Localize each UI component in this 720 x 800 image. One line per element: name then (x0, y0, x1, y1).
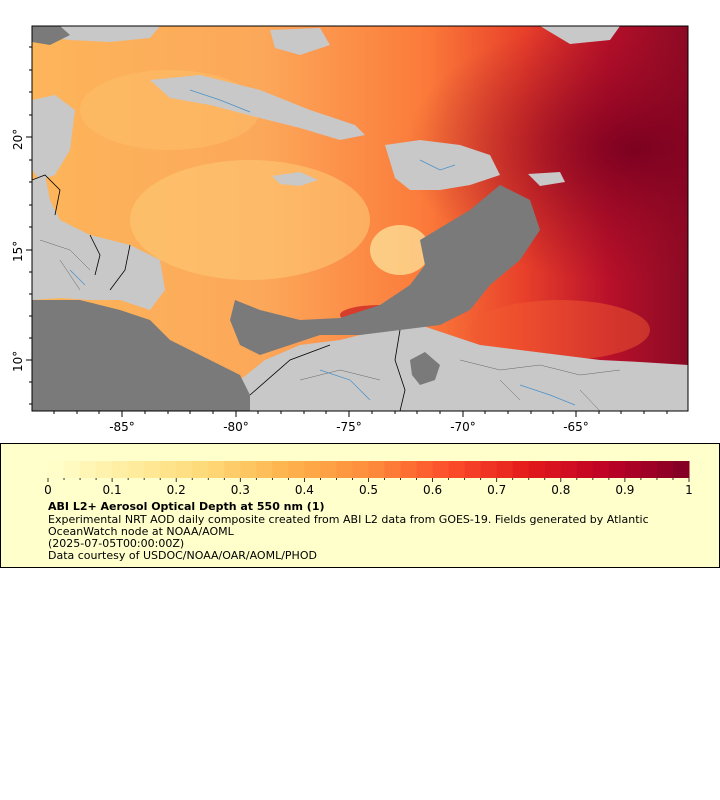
colorbar-tick-label: 0.6 (423, 483, 442, 497)
lat-label-20: 20° (11, 129, 25, 150)
map-plot-area (32, 26, 688, 411)
colorbar-tick-label: 1 (685, 483, 693, 497)
colorbar-swatch (432, 461, 450, 478)
colorbar-swatch (288, 461, 305, 478)
lon-label-85: -85° (109, 420, 135, 434)
colorbar-tick-label: 0.4 (295, 483, 314, 497)
colorbar-swatch (592, 461, 610, 478)
colorbar-swatch (336, 461, 353, 478)
land-jamaica (272, 172, 318, 186)
colorbar-swatch (64, 461, 81, 478)
rivers (69, 89, 576, 406)
colorbar-swatch (128, 461, 145, 478)
colorbar-swatch (416, 461, 434, 478)
colorbar-swatch (640, 461, 658, 478)
legend-credit: Data courtesy of USDOC/NOAA/OAR/AOML/PHO… (48, 549, 317, 562)
colorbar-swatches (48, 461, 690, 478)
colorbar-tick-label: 0.5 (359, 483, 378, 497)
colorbar-swatch (384, 461, 402, 478)
colorbar-swatch (608, 461, 626, 478)
lon-ticks (53, 411, 668, 417)
colorbar-swatch (160, 461, 177, 478)
land-cuba (150, 75, 365, 140)
colorbar-swatch (96, 461, 113, 478)
colorbar-swatch (176, 461, 193, 478)
colorbar-swatch (144, 461, 161, 478)
colorbar-swatch (464, 461, 482, 478)
lat-label-10: 10° (11, 351, 25, 372)
lon-label-65: -65° (563, 420, 589, 434)
colorbar-swatch (560, 461, 578, 478)
colorbar-swatch (320, 461, 337, 478)
legend-description: Experimental NRT AOD daily composite cre… (48, 513, 649, 538)
lon-label-70: -70° (450, 420, 476, 434)
map-frame (31, 25, 689, 412)
colorbar-swatch (544, 461, 562, 478)
colorbar-tick-label: 0.9 (615, 483, 634, 497)
colorbar-swatch (368, 461, 386, 478)
land-yucatan (32, 95, 75, 180)
colorbar-tick-label: 0.3 (231, 483, 250, 497)
legend-panel: 0 0.1 0.2 0.3 0.4 0.5 0.6 0.7 0.8 0.9 1 ABI L2+ Ae… (0, 443, 720, 568)
colorbar-swatch (304, 461, 321, 478)
no-data-north-left (32, 26, 70, 45)
colorbar-tick-label: 0.7 (487, 483, 506, 497)
colorbar-swatch (256, 461, 273, 478)
lat-ticks (26, 46, 32, 405)
legend-title: ABI L2+ Aerosol Optical Depth at 550 nm … (48, 500, 325, 513)
land-right-top (540, 26, 620, 44)
colorbar-swatch (672, 461, 690, 478)
no-data-caribbean (230, 185, 540, 355)
land-central-america (32, 175, 165, 310)
colorbar-swatch (272, 461, 289, 478)
colorbar-tick-label: 0 (44, 483, 52, 497)
colorbar-swatch (400, 461, 418, 478)
colorbar-swatch (496, 461, 514, 478)
land-puerto-rico (528, 172, 565, 186)
no-data-pacific (32, 300, 250, 411)
colorbar-swatch (240, 461, 257, 478)
colorbar: 0 0.1 0.2 0.3 0.4 0.5 0.6 0.7 0.8 0.9 1 (44, 461, 693, 497)
lat-label-15: 15° (11, 241, 25, 262)
colorbar-swatch (624, 461, 642, 478)
land-top-islands (270, 28, 330, 55)
land-hispaniola (385, 140, 500, 190)
colorbar-swatch (480, 461, 498, 478)
colorbar-swatch (80, 461, 97, 478)
colorbar-ticks (47, 478, 690, 482)
colorbar-swatch (656, 461, 674, 478)
colorbar-tick-label: 0.2 (167, 483, 186, 497)
colorbar-labels: 0 0.1 0.2 0.3 0.4 0.5 0.6 0.7 0.8 0.9 1 (44, 483, 693, 497)
colorbar-tick-label: 0.8 (551, 483, 570, 497)
colorbar-tick-label: 0.1 (103, 483, 122, 497)
colorbar-swatch (208, 461, 225, 478)
colorbar-swatch (48, 461, 65, 478)
colorbar-swatch (352, 461, 369, 478)
colorbar-swatch (512, 461, 530, 478)
colorbar-swatch (576, 461, 594, 478)
lon-label-75: -75° (336, 420, 362, 434)
colorbar-swatch (528, 461, 546, 478)
land-south-america (240, 325, 688, 411)
country-borders (32, 174, 406, 411)
admin-borders (39, 239, 621, 411)
lon-label-80: -80° (223, 420, 249, 434)
no-data-lake (410, 352, 440, 385)
colorbar-swatch (448, 461, 466, 478)
colorbar-swatch (192, 461, 209, 478)
colorbar-swatch (112, 461, 129, 478)
aod-map: 20° 15° 10° -85° -80° -75° -70° -65° (11, 25, 689, 434)
legend-time: (2025-07-05T00:00:00Z) (48, 537, 185, 550)
colorbar-swatch (224, 461, 241, 478)
